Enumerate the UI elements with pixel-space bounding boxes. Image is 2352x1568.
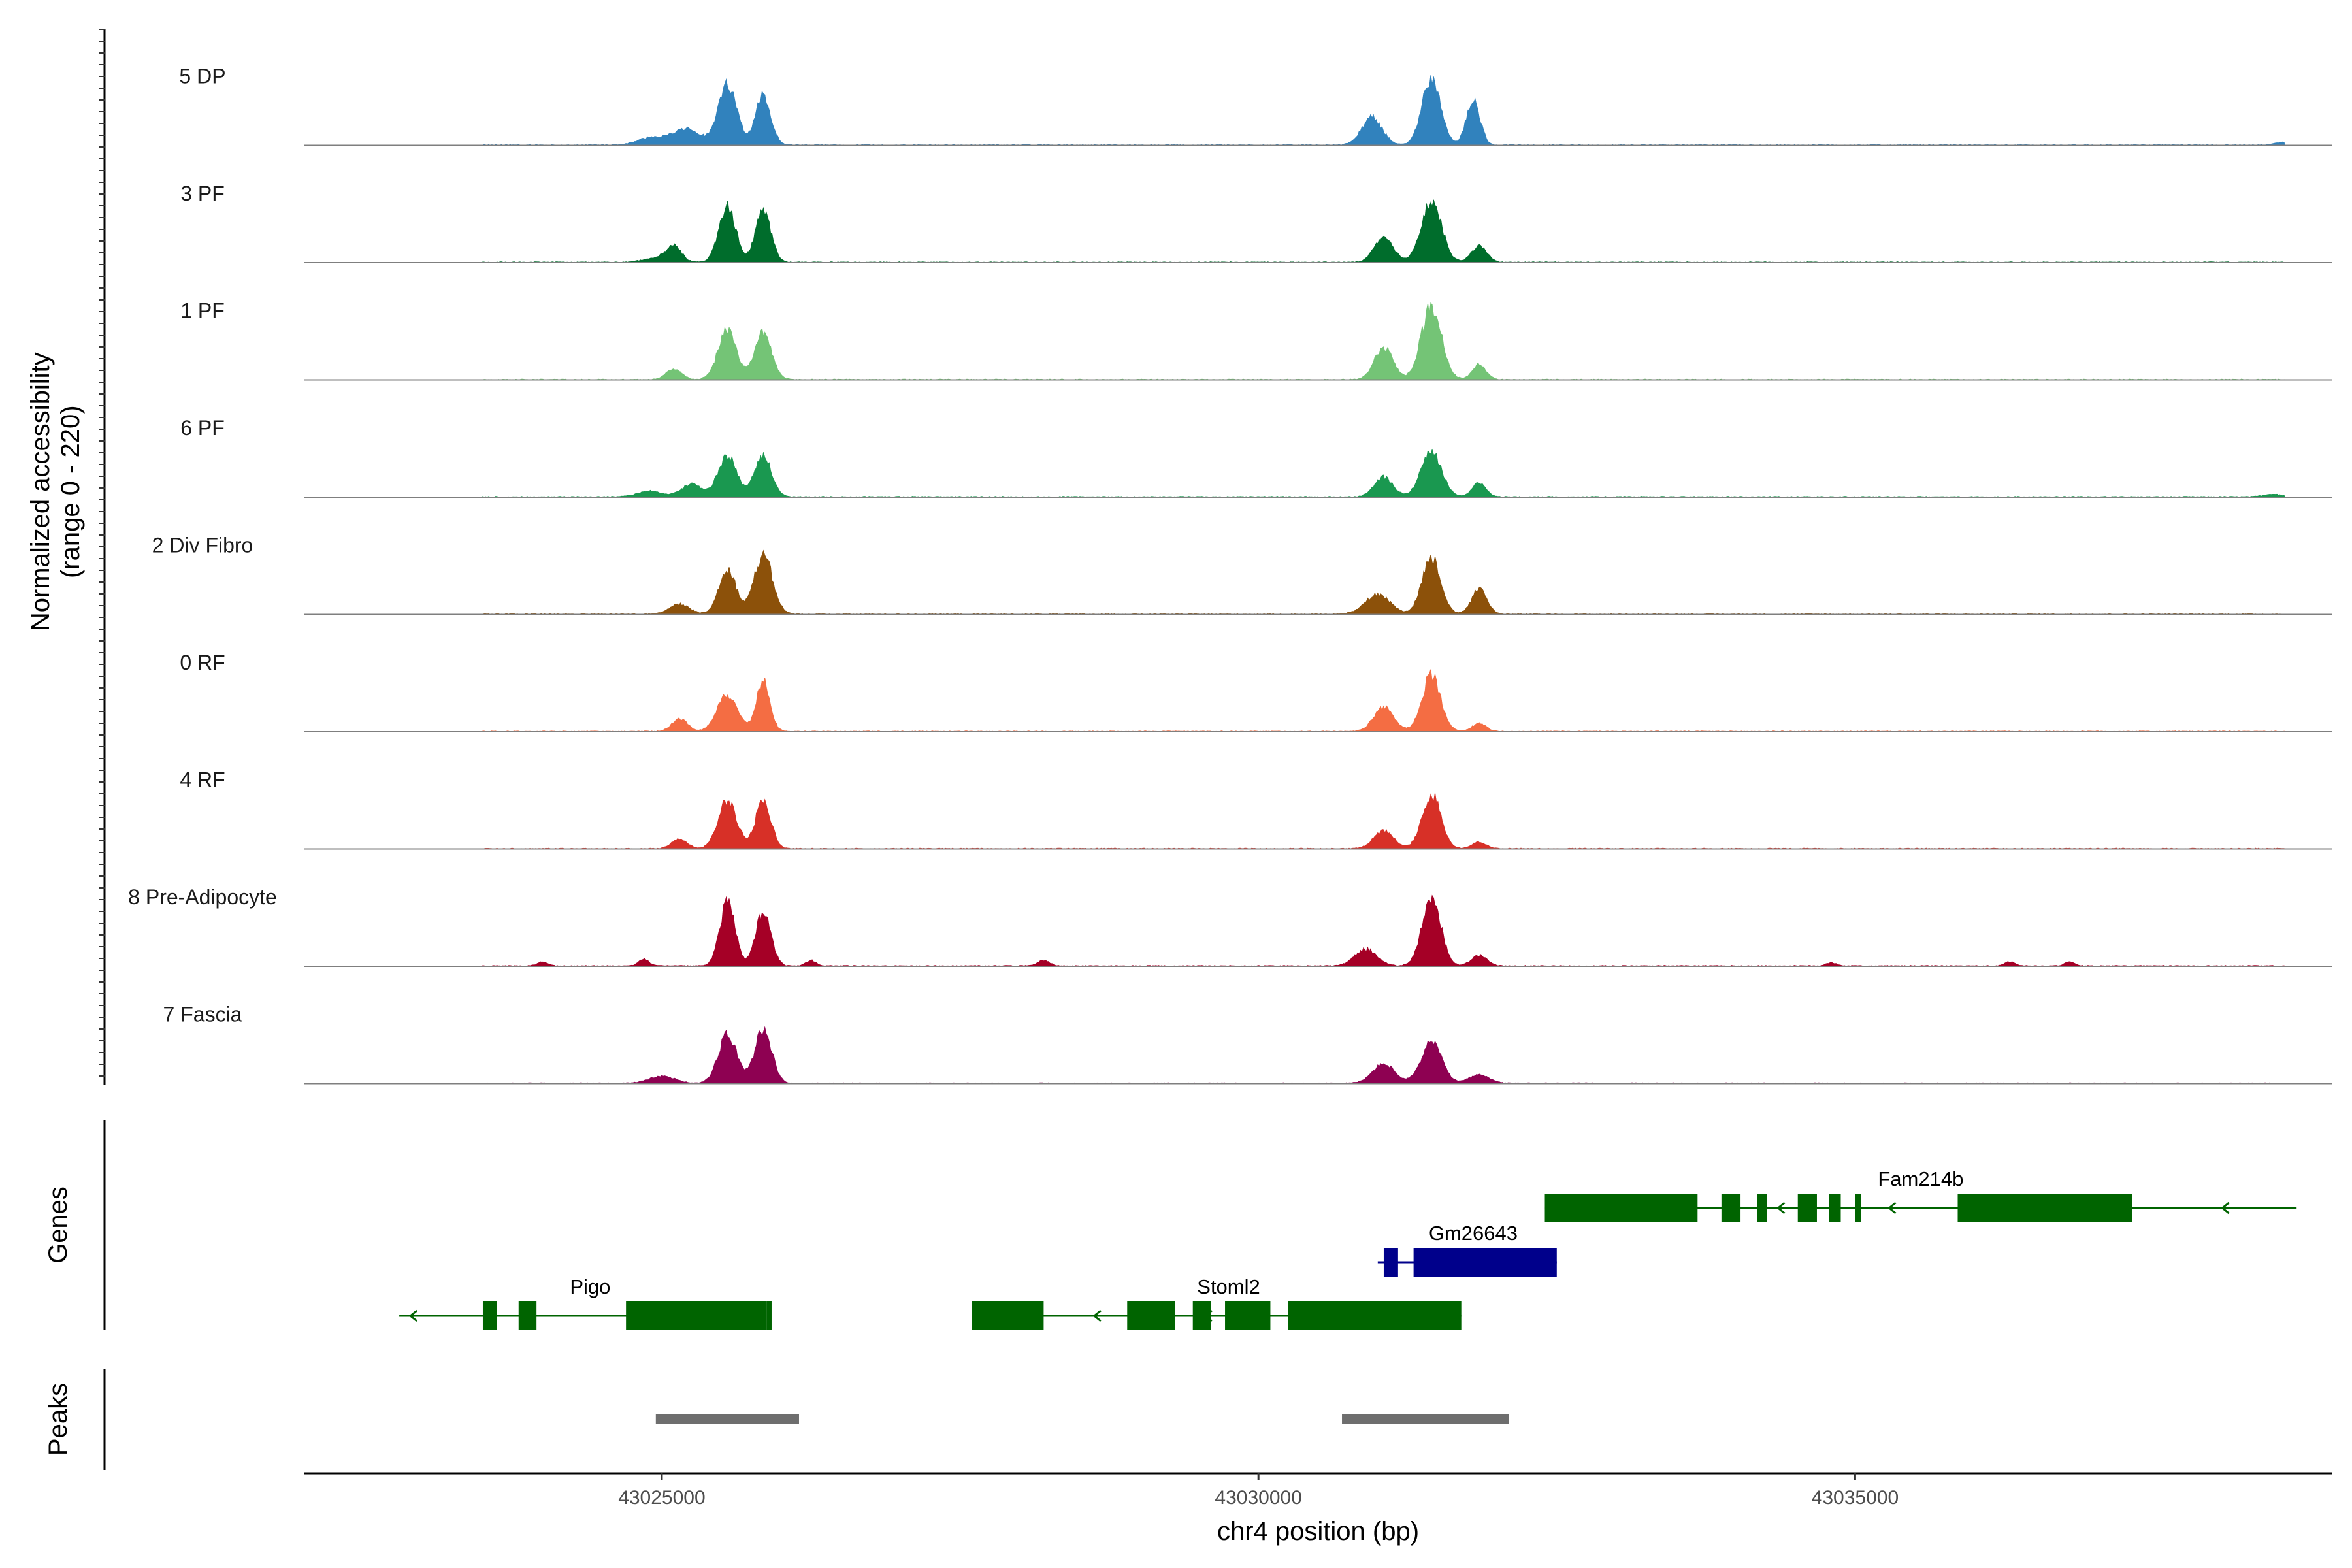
track-label: 6 PF: [180, 416, 225, 440]
y-axis-title-line: (range 0 - 220): [56, 405, 85, 578]
track-label: 7 Fascia: [163, 1003, 242, 1026]
peak-region: [655, 1414, 799, 1424]
gene-exon: [1757, 1194, 1767, 1222]
peaks-axis-title: Peaks: [44, 1383, 73, 1456]
axes: Normalized accessibility(range 0 - 220) G…: [26, 29, 2332, 1546]
genes-panel: Pigo Stoml2 Gm26643 Fam214b: [399, 1168, 2297, 1330]
strand-arrow: [1776, 1201, 1786, 1215]
strand-arrow: [1887, 1201, 1897, 1215]
track-label: 4 RF: [180, 768, 225, 792]
gene-model: Stoml2: [972, 1275, 1462, 1330]
coverage-area: [482, 894, 2285, 967]
coverage-track: 1 PF: [180, 299, 2332, 381]
gene-model: Pigo: [399, 1275, 772, 1330]
gene-exon: [1544, 1194, 1698, 1222]
track-label: 8 Pre-Adipocyte: [128, 885, 277, 909]
gene-exon: [1721, 1194, 1741, 1222]
gene-exon: [1957, 1194, 2132, 1222]
gene-model: Fam214b: [1544, 1168, 2297, 1222]
x-tick-label: 43030000: [1215, 1487, 1301, 1509]
gene-label: Stoml2: [1197, 1275, 1260, 1298]
coverage-area: [482, 1026, 2285, 1085]
coverage-area: [482, 302, 2286, 381]
x-tick-label: 43035000: [1812, 1487, 1899, 1509]
gene-exon: [1383, 1248, 1398, 1277]
coverage-track: 2 Div Fibro: [152, 534, 2332, 615]
strand-arrow: [408, 1309, 418, 1322]
coverage-area: [482, 448, 2285, 498]
coverage-track: 6 PF: [180, 416, 2332, 498]
coverage-track: 4 RF: [180, 768, 2332, 850]
gene-exon: [1797, 1194, 1817, 1222]
strand-arrow: [2221, 1201, 2230, 1215]
gene-exon: [1225, 1301, 1271, 1330]
gene-exon: [1413, 1248, 1557, 1277]
gene-model: Gm26643: [1377, 1222, 1557, 1277]
gene-label: Pigo: [570, 1275, 610, 1298]
gene-exon: [1127, 1301, 1175, 1330]
coverage-area: [482, 792, 2286, 850]
gene-label: Fam214b: [1878, 1168, 1963, 1190]
y-axis-title-line: Normalized accessibility: [26, 352, 55, 631]
track-label: 5 DP: [179, 65, 225, 88]
gene-exon: [518, 1301, 537, 1330]
peaks-panel: [655, 1414, 1509, 1424]
coverage-area: [482, 669, 2285, 732]
gene-exon: [1855, 1194, 1861, 1222]
coverage-track: 5 DP: [179, 65, 2332, 146]
gene-exon: [1829, 1194, 1841, 1222]
gene-exon: [1288, 1301, 1462, 1330]
gene-label: Gm26643: [1429, 1222, 1518, 1245]
x-axis-title: chr4 position (bp): [1217, 1517, 1419, 1546]
gene-exon: [482, 1301, 497, 1330]
track-label: 1 PF: [180, 299, 225, 323]
x-tick-label: 43025000: [618, 1487, 705, 1509]
gene-exon: [972, 1301, 1044, 1330]
track-label: 3 PF: [180, 182, 225, 205]
coverage-track: 7 Fascia: [163, 1003, 2332, 1085]
peak-region: [1342, 1414, 1509, 1424]
genes-axis-title: Genes: [44, 1186, 73, 1264]
track-label: 0 RF: [180, 651, 225, 674]
coverage-track: 0 RF: [180, 651, 2332, 732]
gene-exon: [626, 1301, 767, 1330]
gene-exon: [1192, 1301, 1211, 1330]
coverage-area: [482, 549, 2285, 615]
track-label: 2 Div Fibro: [152, 534, 253, 557]
strand-arrow: [1092, 1309, 1102, 1322]
y-axis-title: Normalized accessibility(range 0 - 220): [26, 352, 85, 631]
coverage-track: 3 PF: [180, 182, 2332, 263]
coverage-area: [482, 199, 2285, 263]
coverage-tracks: 5 DP 3 PF 1 PF 6 PF 2 Div Fibro 0 RF 4 RF 8 Pre…: [128, 65, 2332, 1085]
coverage-area: [482, 75, 2285, 146]
coverage-track: 8 Pre-Adipocyte: [128, 885, 2332, 967]
gene-exon: [766, 1301, 772, 1330]
